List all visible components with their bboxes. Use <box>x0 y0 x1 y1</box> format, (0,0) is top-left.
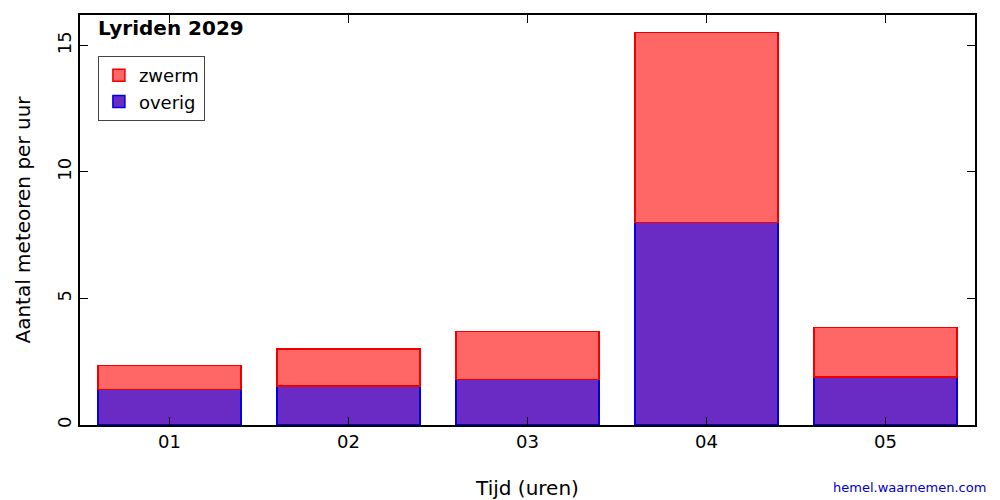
svg-text:04: 04 <box>695 431 718 452</box>
svg-text:10: 10 <box>54 158 75 181</box>
svg-text:Lyriden 2029: Lyriden 2029 <box>98 16 244 40</box>
svg-text:Aantal meteoren per uur: Aantal meteoren per uur <box>11 96 35 344</box>
svg-text:zwerm: zwerm <box>139 65 199 86</box>
svg-text:0: 0 <box>54 417 75 428</box>
svg-text:01: 01 <box>158 431 181 452</box>
svg-text:5: 5 <box>54 290 75 301</box>
svg-text:02: 02 <box>337 431 360 452</box>
svg-text:05: 05 <box>874 431 897 452</box>
svg-text:overig: overig <box>139 92 196 113</box>
svg-text:Tijd (uren): Tijd (uren) <box>475 476 579 500</box>
svg-text:hemel.waarnemen.com: hemel.waarnemen.com <box>833 480 986 495</box>
svg-text:03: 03 <box>516 431 539 452</box>
svg-text:15: 15 <box>54 31 75 54</box>
